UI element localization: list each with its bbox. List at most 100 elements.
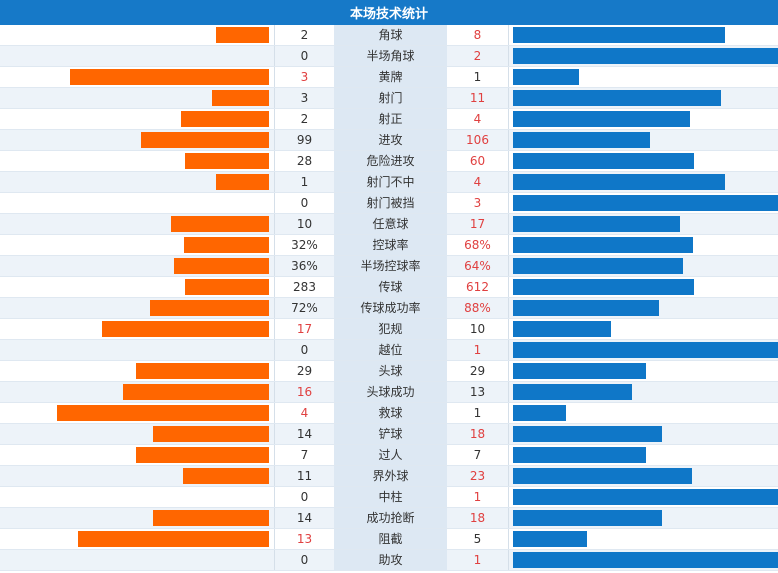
stat-category-cell [334,214,447,235]
home-bar [102,321,269,337]
stat-category-cell [334,319,447,340]
away-bar [513,132,650,148]
column-divider [508,550,509,571]
stat-category-cell [334,466,447,487]
home-value: 4 [300,406,309,420]
stat-row: 2 射正 4 [0,109,778,130]
away-bar [513,489,778,505]
stat-category-label: 头球 [378,364,403,378]
stat-category-cell [334,340,447,361]
away-value: 5 [473,532,482,546]
away-bar [513,111,690,127]
stat-category-label: 犯规 [378,322,403,336]
column-divider [274,109,275,130]
column-divider [508,487,509,508]
stat-category-cell [334,25,447,46]
stat-category-label: 阻截 [378,532,403,546]
stat-category-label: 头球成功 [366,385,415,399]
stat-row: 36% 半场控球率 64% [0,256,778,277]
home-bar [141,132,269,148]
column-divider [274,46,275,67]
stat-row: 13 阻截 5 [0,529,778,550]
home-value: 3 [300,70,309,84]
away-bar [513,279,694,295]
column-divider [508,466,509,487]
stat-category-cell [334,445,447,466]
away-value: 88% [464,301,491,315]
column-divider [508,88,509,109]
away-value: 2 [473,49,482,63]
away-value: 1 [473,406,482,420]
stat-category-cell [334,361,447,382]
stat-category-cell [334,256,447,277]
stat-category-label: 传球成功率 [360,301,421,315]
column-divider [508,25,509,46]
away-value: 7 [473,448,482,462]
away-bar [513,552,778,568]
column-divider [274,256,275,277]
away-value: 612 [466,280,489,294]
stat-category-label: 铲球 [378,427,403,441]
stat-row: 99 进攻 106 [0,130,778,151]
away-value: 3 [473,196,482,210]
stat-row: 0 射门被挡 3 [0,193,778,214]
column-divider [508,256,509,277]
away-bar [513,48,778,64]
home-bar [174,258,269,274]
home-value: 7 [300,448,309,462]
home-value: 16 [296,385,313,399]
column-divider [508,424,509,445]
stat-category-cell [334,277,447,298]
home-value: 10 [296,217,313,231]
stat-category-label: 救球 [378,406,403,420]
column-divider [274,340,275,361]
away-value: 18 [469,511,486,525]
stat-category-label: 助攻 [378,553,403,567]
column-divider [508,193,509,214]
stat-row: 0 助攻 1 [0,550,778,571]
column-divider [508,403,509,424]
column-divider [274,172,275,193]
column-divider [508,529,509,550]
column-divider [508,382,509,403]
column-divider [508,319,509,340]
stat-row: 3 黄牌 1 [0,67,778,88]
home-bar [150,300,269,316]
stat-row: 0 越位 1 [0,340,778,361]
home-bar [216,174,269,190]
column-divider [508,445,509,466]
column-divider [274,88,275,109]
stat-category-cell [334,403,447,424]
home-bar [70,69,269,85]
stat-row: 0 半场角球 2 [0,46,778,67]
stat-category-label: 过人 [378,448,403,462]
away-bar [513,174,725,190]
away-value: 106 [466,133,489,147]
stat-row: 4 救球 1 [0,403,778,424]
away-bar [513,27,725,43]
home-value: 14 [296,511,313,525]
stat-category-label: 中柱 [378,490,403,504]
stat-row: 0 中柱 1 [0,487,778,508]
away-bar [513,321,611,337]
away-bar [513,90,721,106]
stat-category-cell [334,508,447,529]
column-divider [274,550,275,571]
column-divider [274,508,275,529]
stat-category-label: 越位 [378,343,403,357]
column-divider [274,298,275,319]
home-value: 13 [296,532,313,546]
stat-row: 16 头球成功 13 [0,382,778,403]
column-divider [508,67,509,88]
home-value: 99 [296,133,313,147]
home-bar [78,531,269,547]
stat-category-cell [334,88,447,109]
away-value: 29 [469,364,486,378]
stat-category-cell [334,46,447,67]
away-bar [513,300,659,316]
stat-row: 14 铲球 18 [0,424,778,445]
home-value: 36% [291,259,318,273]
stat-category-cell [334,550,447,571]
away-value: 13 [469,385,486,399]
